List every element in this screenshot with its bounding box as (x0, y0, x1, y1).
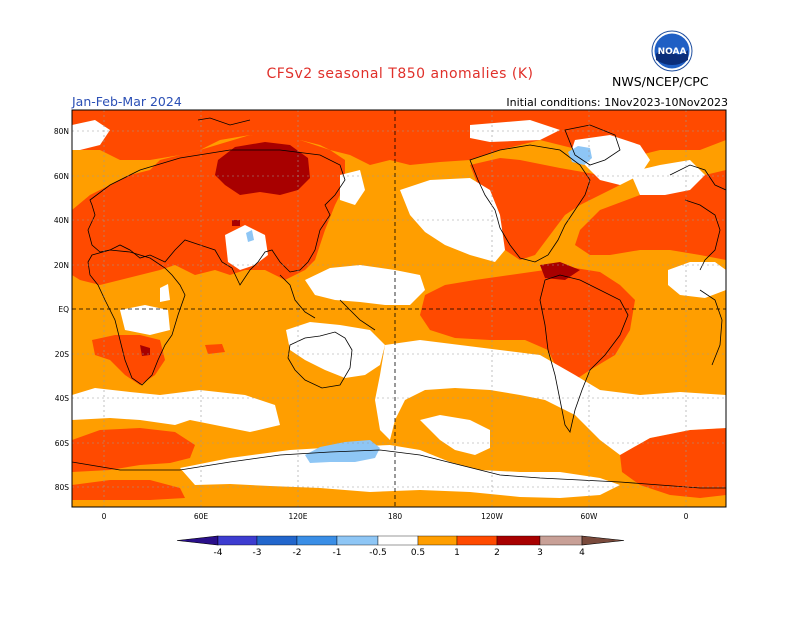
latitude-label: EQ (58, 305, 69, 314)
noaa-logo-icon: NOAA (651, 30, 693, 72)
color-legend: -4 -3 -2 -1 -0.5 0.5 1 2 3 4 (176, 535, 625, 558)
anomaly-region-namerica-red (470, 158, 620, 260)
anomaly-region-neutral (120, 305, 170, 335)
legend-tick-label: -1 (333, 548, 342, 558)
anomaly-region-tropical-pacific-red (420, 268, 635, 380)
latitude-label: 60S (55, 439, 70, 448)
anomaly-spot-darkred (232, 220, 240, 226)
map-title: CFSv2 seasonal T850 anomalies (K) (266, 66, 534, 82)
anomaly-region-neutral (470, 120, 560, 142)
legend-swatch (496, 535, 541, 546)
logo-text: NOAA (658, 47, 687, 57)
latitude-label: 80S (55, 483, 70, 492)
anomaly-region-natlantic-red (575, 170, 726, 260)
longitude-label: 180 (388, 512, 403, 521)
longitude-labels: 0 60E 120E 180 120W 60W 0 (102, 512, 689, 521)
forecast-period: Jan-Feb-Mar 2024 (72, 94, 182, 109)
graticule (72, 110, 726, 507)
anomaly-region-neutral (420, 415, 490, 455)
coastlines (72, 117, 726, 489)
legend-tick-label: 0.5 (411, 548, 425, 558)
latitude-label: 20S (55, 350, 70, 359)
legend-arrow-high (581, 535, 625, 546)
legend-tick-label: 2 (494, 548, 500, 558)
anomaly-region-neutral (180, 445, 620, 498)
anomaly-region-neutral (375, 340, 726, 455)
anomaly-region-neutral (225, 225, 268, 270)
latitude-label: 20N (54, 261, 69, 270)
latitude-label: 40N (54, 216, 69, 225)
legend-swatch (256, 535, 298, 546)
anomaly-region-neutral (340, 170, 365, 205)
legend-tick-label: 3 (537, 548, 543, 558)
latitude-label: 60N (54, 172, 69, 181)
map-frame (71, 109, 727, 508)
legend-swatch (377, 535, 419, 546)
anomaly-region-neutral (668, 262, 726, 298)
legend-tick-label: -3 (253, 548, 262, 558)
legend-swatch (539, 535, 583, 546)
anomaly-region-neutral (72, 120, 110, 150)
anomaly-spot-darkred (140, 345, 150, 356)
latitude-labels: 80N 60N 40N 20N EQ 20S 40S 60S 80S (54, 127, 69, 492)
longitude-label: 0 (684, 512, 689, 521)
legend-tick-label: -4 (214, 548, 223, 558)
agency-credit: NWS/NCEP/CPC (612, 74, 709, 89)
anomaly-spot-darkred (540, 262, 580, 280)
legend-tick-label: -2 (293, 548, 302, 558)
anomaly-region-neutral (286, 322, 385, 378)
initial-conditions: Initial conditions: 1Nov2023-10Nov2023 (506, 96, 728, 109)
anomaly-region-neutral (72, 388, 280, 432)
anomaly-region-siberia-darkred (215, 142, 310, 195)
legend-swatch (456, 535, 498, 546)
anomaly-region-southern-red-west (72, 428, 195, 472)
longitude-label: 120W (481, 512, 503, 521)
latitude-label: 80N (54, 127, 69, 136)
legend-swatch (217, 535, 258, 546)
legend-tick-label: 4 (579, 548, 585, 558)
longitude-label: 60E (194, 512, 209, 521)
anomaly-region-southern-red-east (620, 428, 726, 498)
longitude-label: 120E (288, 512, 307, 521)
legend-tick-label: 1 (454, 548, 460, 558)
longitude-label: 60W (581, 512, 599, 521)
latitude-label: 40S (55, 394, 70, 403)
anomaly-spot-red (205, 344, 225, 354)
legend-swatch (296, 535, 338, 546)
anomaly-region-southern-red-south (72, 480, 185, 500)
longitude-label: 0 (102, 512, 107, 521)
legend-tick-label: -0.5 (369, 548, 387, 558)
anomaly-region-blue (246, 230, 254, 242)
legend-swatch (336, 535, 379, 546)
anomaly-region-neutral (160, 284, 170, 302)
legend-swatch (417, 535, 458, 546)
anomaly-region-neutral (570, 135, 650, 185)
legend-arrow-low (176, 535, 219, 546)
